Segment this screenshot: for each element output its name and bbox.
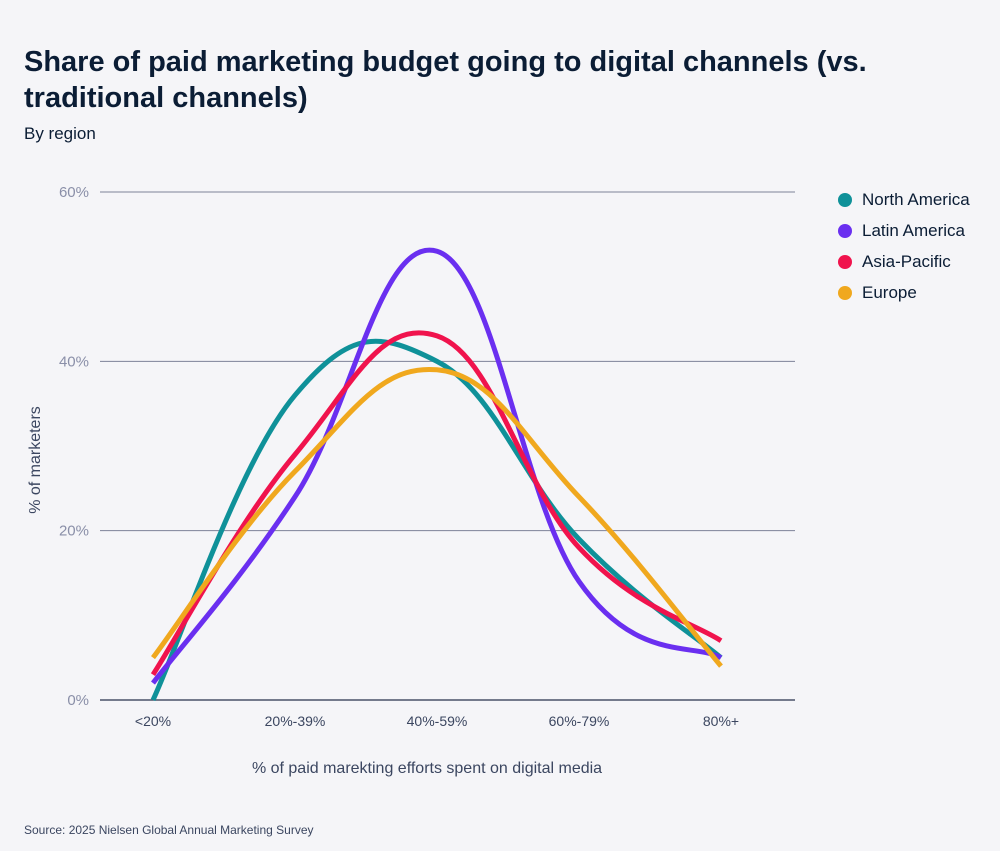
x-tick-label: 20%-39% <box>265 713 326 729</box>
x-axis-label: % of paid marekting efforts spent on dig… <box>252 760 602 777</box>
x-tick-label: 80%+ <box>703 713 739 729</box>
y-tick-label: 20% <box>59 523 89 540</box>
legend-item: Latin America <box>838 215 970 246</box>
series-line-north-america <box>150 338 723 702</box>
legend-item: Europe <box>838 277 970 308</box>
legend-label: Latin America <box>862 220 965 240</box>
legend-item: North America <box>838 184 970 215</box>
chart-title: Share of paid marketing budget going to … <box>24 46 867 114</box>
series-line-europe <box>151 367 723 668</box>
gridlines <box>100 191 795 701</box>
y-tick-label: 60% <box>59 184 89 201</box>
y-axis-label: % of marketers <box>27 406 44 514</box>
legend-swatch-icon <box>838 254 852 269</box>
x-tick-labels: <20% 20%-39% 40%-59% 60%-79% 80%+ <box>135 713 739 729</box>
legend-label: Asia-Pacific <box>862 251 951 271</box>
series-line-latin-america <box>151 247 723 685</box>
series-line-asia-pacific <box>150 330 723 676</box>
chart-subtitle: By region <box>24 124 96 143</box>
legend-label: North America <box>862 189 970 209</box>
series-lines <box>150 247 723 702</box>
x-tick-label: <20% <box>135 713 171 729</box>
chart-legend: North America Latin America Asia-Pacific Eu… <box>838 184 970 308</box>
source-note: Source: 2025 Nielsen Global Annual Marke… <box>24 823 314 837</box>
y-tick-label: 0% <box>67 692 89 709</box>
x-tick-label: 60%-79% <box>549 713 610 729</box>
y-tick-labels: 0% 20% 40% 60% <box>59 184 89 709</box>
y-tick-label: 40% <box>59 353 89 370</box>
legend-swatch-icon <box>838 223 852 238</box>
x-tick-label: 40%-59% <box>407 713 468 729</box>
legend-swatch-icon <box>838 192 852 207</box>
legend-swatch-icon <box>838 285 852 300</box>
legend-item: Asia-Pacific <box>838 246 970 277</box>
legend-label: Europe <box>862 282 917 302</box>
